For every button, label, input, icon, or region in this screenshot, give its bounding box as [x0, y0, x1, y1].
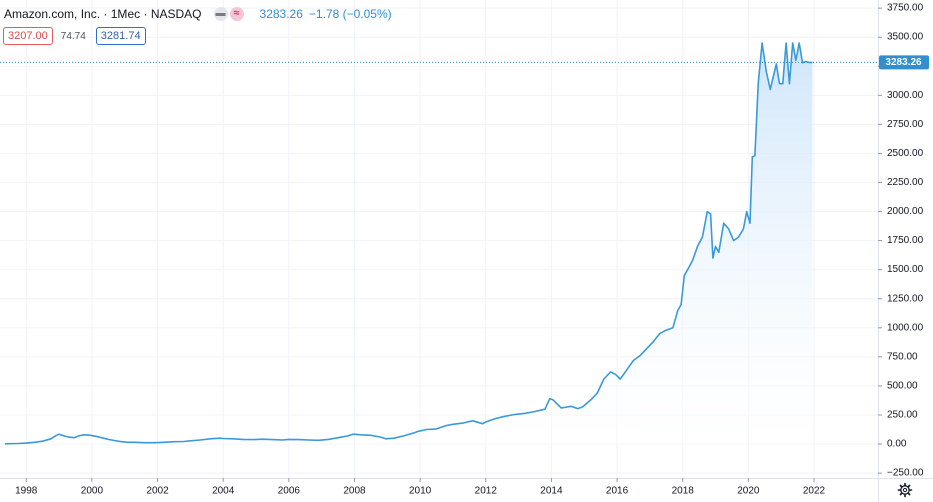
y-tick-label: 250.00: [887, 409, 918, 420]
y-tick-label: 3750.00: [887, 3, 924, 14]
y-tick-label: 1250.00: [887, 293, 924, 304]
buy-price-button[interactable]: 3281.74: [95, 27, 146, 45]
price-axis[interactable]: −250.00 0.00 250.00 500.00 750.00 1000.00 1250…: [878, 0, 924, 502]
y-tick-label: 1000.00: [887, 322, 924, 333]
compare-icon[interactable]: ≈: [229, 7, 244, 21]
gear-icon[interactable]: [897, 482, 913, 498]
x-tick-label: 2014: [540, 486, 563, 497]
last-price-label: 3283.26: [879, 55, 929, 70]
grid: [0, 0, 878, 478]
price-area-fill: [4, 43, 813, 445]
x-tick-label: 2002: [146, 486, 169, 497]
x-tick-label: 2006: [278, 486, 301, 497]
symbol-legend: Amazon.com, Inc. · 1Мес · NASDAQ ▬ ≈ 328…: [4, 6, 392, 22]
y-tick-label: 3500.00: [887, 32, 924, 43]
y-tick-label: 3000.00: [887, 90, 924, 101]
y-tick-label: 1750.00: [887, 235, 924, 246]
x-tick-label: 2018: [672, 486, 695, 497]
x-tick-label: 2022: [803, 486, 826, 497]
trade-boxes: 3207.00 74.74 3281.74: [3, 27, 146, 45]
symbol-title[interactable]: Amazon.com, Inc. · 1Мес · NASDAQ: [4, 7, 202, 21]
y-tick-label: 2500.00: [887, 148, 924, 159]
x-tick-label: 2008: [343, 486, 366, 497]
x-tick-label: 2000: [81, 486, 104, 497]
sell-price-button[interactable]: 3207.00: [3, 27, 53, 45]
y-tick-label: 2000.00: [887, 206, 924, 217]
y-tick-label: 0.00: [887, 439, 907, 450]
y-tick-label: 2250.00: [887, 177, 924, 188]
x-tick-label: 2010: [409, 486, 432, 497]
y-tick-label: 750.00: [887, 351, 918, 362]
spread-value: 74.74: [60, 30, 86, 42]
time-axis[interactable]: 1998 2000 2002 2004 2006 2008 2010 2012 2014 2016…: [0, 478, 933, 497]
x-tick-label: 2012: [475, 486, 498, 497]
y-tick-label: 2750.00: [887, 119, 924, 130]
x-tick-label: 1998: [15, 486, 38, 497]
y-tick-label: 1500.00: [887, 264, 924, 275]
price-line-series: [4, 42, 813, 445]
svg-text:3283.26: 3283.26: [885, 57, 922, 68]
eye-icon[interactable]: ▬: [213, 7, 228, 21]
last-price-value: 3283.26: [259, 7, 303, 21]
x-tick-label: 2004: [212, 486, 235, 497]
x-tick-label: 2020: [737, 486, 760, 497]
y-tick-label: 500.00: [887, 380, 918, 391]
y-tick-label: −250.00: [887, 468, 924, 479]
price-change-value: −1.78 (−0.05%): [308, 7, 392, 21]
x-tick-label: 2016: [606, 486, 629, 497]
